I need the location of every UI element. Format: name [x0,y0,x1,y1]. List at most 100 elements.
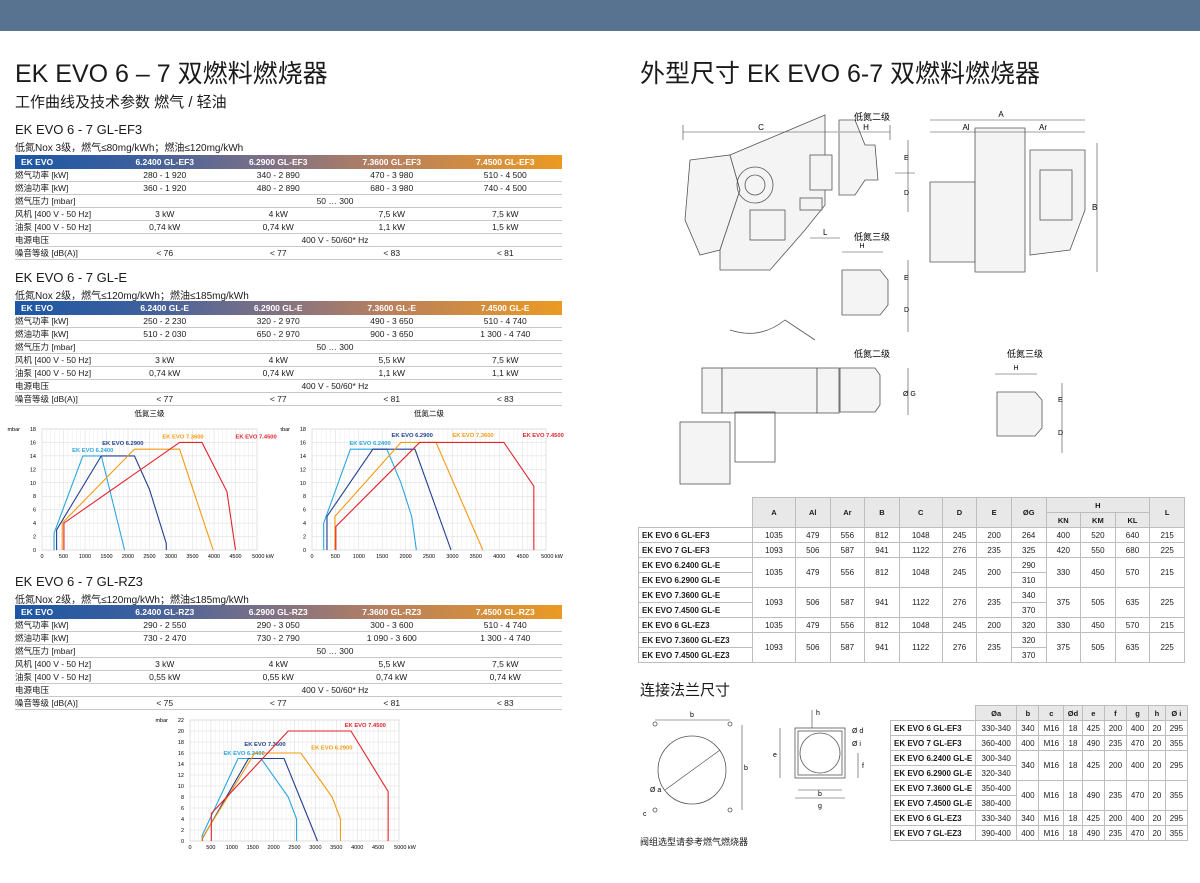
row-value: 0,55 kW [108,670,222,684]
section-note-rz3: 低氮Nox 2级，燃气≤120mg/kWh；燃油≤185mg/kWh [15,595,249,606]
flange-label-c: c [643,811,647,818]
cell-value: 20 [1148,810,1166,826]
cell-value: 479 [794,617,831,633]
row-value: 900 - 3 650 [335,327,449,341]
table-row: EK EVO 7.4500 GL-E 380-400 [890,795,1188,811]
flange-table: Øa b c Ød e f g h Ø i EK EVO 6 GL-EF3 330-340 340 M1… [890,705,1189,841]
column-header: g [1125,705,1150,721]
x-tick-label: 500 [206,845,215,851]
table-row: 燃气功率 [kW] 290 - 2 550 290 - 3 050 300 - 3 6… [15,619,562,632]
row-value: 300 - 3 600 [335,619,449,632]
flange-label-e: e [773,752,777,759]
row-value: 7,5 kW [335,207,449,221]
label-e-nox3: E [904,275,909,282]
series-label: EK EVO 6.2900 [392,433,433,439]
label-g: Ø G [903,391,916,398]
row-value: 0,55 kW [221,670,335,684]
y-tick-label: 0 [303,548,306,554]
row-value: 0,74 kW [335,670,449,684]
row-value: 510 - 4 500 [448,169,562,182]
x-tick-label: 2000 [122,554,134,560]
y-tick-label: 4 [181,817,184,823]
table-row: EK EVO 7 GL-EF3 360-400 400 M16 18 490 235 470 2… [890,735,1189,751]
row-value: 7,5 kW [448,657,562,671]
column-header: KN [1045,512,1082,528]
cell-value: 18 [1063,810,1083,826]
cell-value: 479 [794,557,831,588]
column-header: L [1149,497,1185,528]
label-d: D [904,190,909,197]
y-tick-label: 6 [181,806,184,812]
x-tick-label: 1500 [100,554,112,560]
column-header: c [1038,705,1065,721]
model-name: EK EVO 7 GL-EF3 [638,542,753,558]
column-header: Al [794,497,831,528]
model-name: EK EVO 6 GL-EZ3 [890,810,976,826]
model-column-header: 6.2400 GL-EF3 [135,157,195,167]
x-tick-label: 0 [188,845,191,851]
row-value: < 77 [221,246,335,260]
x-tick-label: 3000 [309,845,321,851]
row-value: 7,5 kW [448,207,562,221]
column-header: f [1103,705,1127,721]
cell-value: 470 [1125,825,1150,841]
row-value: 3 kW [108,207,222,221]
cell-value: 225 [1149,542,1185,558]
series-line [201,752,342,841]
cell-value: 1093 [752,632,796,663]
cell-value: 18 [1063,750,1083,781]
series-header: EK EVO [21,607,54,617]
table-row: 燃气功率 [kW] 280 - 1 920 340 - 2 890 470 - 3 9… [15,169,562,182]
model-column-header: 7.4500 GL-RZ3 [475,607,535,617]
cell-value: M16 [1038,810,1065,826]
model-column-header: 6.2400 GL-RZ3 [135,607,195,617]
row-value: 360 - 1 920 [108,181,222,195]
y-tick-label: 12 [178,773,184,779]
cell-value: 225 [1149,587,1185,618]
series-line [63,441,237,551]
cell-value: 1048 [898,557,943,588]
cell-value: 200 [1103,720,1127,736]
cell-value: 1093 [752,542,796,558]
row-value: 490 - 3 650 [335,315,449,328]
y-tick-label: 18 [30,427,36,433]
cell-value: 264 [1010,527,1047,543]
cell-value: 300-340 [974,750,1018,766]
row-value: < 76 [108,246,222,260]
flange-title: 连接法兰尺寸 [640,682,731,699]
flange-label-i: Ø i [852,741,861,748]
row-value: 1 300 - 4 740 [448,327,562,341]
chart-rz3: 0 2 4 6 8 10 12 14 16 18 20 22 0 500 1000 1500 2000 2500 3… [155,718,416,851]
model-name: EK EVO 7 GL-EZ3 [890,825,976,841]
table-row: EK EVO 7.3600 GL-E 1093 506 587 941 1122 276 23… [638,587,1185,618]
cell-value: 490 [1081,735,1105,751]
row-value: 250 - 2 230 [108,315,222,328]
cell-value: 556 [829,617,866,633]
table-row: 燃气功率 [kW] 250 - 2 230 320 - 2 970 490 - 3 6… [15,315,562,328]
cell-value: 505 [1080,587,1116,618]
series-line [61,448,214,551]
x-tick-label: 0 [40,554,43,560]
table-row: 风机 [400 V - 50 Hz] 3 kW 4 kW 5,5 kW 7,5 kW [15,353,562,367]
x-tick-label: 3500 [186,554,198,560]
model-name: EK EVO 7.4500 GL-E [638,602,753,618]
column-header: e [1081,705,1105,721]
cell-value: 506 [794,542,831,558]
model-name: EK EVO 7.3600 GL-E [638,587,753,603]
cell-value: 812 [864,617,900,633]
column-header: ØG [1010,497,1047,528]
y-tick-label: 8 [181,795,184,801]
table-row: 燃气压力 [mbar] 50 … 300 [15,340,562,354]
cell-value: 1048 [898,617,943,633]
y-tick-label: 6 [33,508,36,514]
cell-value: 550 [1080,542,1116,558]
cell-value: 18 [1063,780,1083,811]
cell-value: 290 [1010,557,1047,573]
row-label: 风机 [400 V - 50 Hz] [15,657,108,671]
cell-value: 450 [1080,557,1116,588]
table-row: 燃油功率 [kW] 510 - 2 030 650 - 2 970 900 - 3 6… [15,327,562,341]
series-label: EK EVO 7.3600 [162,434,203,440]
table-row: 噪音等级 [dB(A)] < 76 < 77 < 83 < 81 [15,246,562,260]
x-tick-label: 0 [310,554,313,560]
row-label: 燃气压力 [mbar] [15,340,108,354]
